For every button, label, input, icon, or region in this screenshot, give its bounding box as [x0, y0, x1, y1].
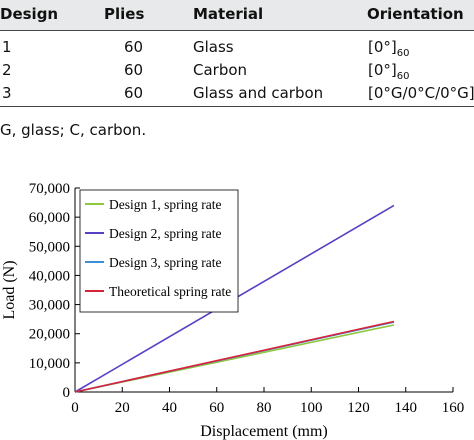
row2-plies: 60 — [124, 61, 144, 79]
y-tick-label: 70,000 — [29, 181, 70, 197]
x-tick-label: 60 — [209, 400, 224, 416]
x-tick-label: 100 — [300, 400, 323, 416]
legend-label-3: Design 3, spring rate — [109, 255, 221, 270]
series-line-4 — [74, 320, 395, 393]
y-tick-label: 0 — [63, 385, 71, 401]
row3-design: 3 — [2, 84, 12, 102]
row1-design: 1 — [2, 38, 12, 56]
legend-box — [79, 189, 239, 313]
x-tick-label: 120 — [347, 400, 370, 416]
row2-orientation-sub: 60 — [396, 71, 410, 82]
table-header-band — [0, 0, 474, 30]
header-orientation: Orientation — [367, 5, 464, 23]
y-tick-label: 10,000 — [29, 356, 70, 372]
row2-design: 2 — [2, 61, 12, 79]
y-tick-label: 30,000 — [29, 298, 70, 314]
x-tick-label: 40 — [162, 400, 177, 416]
legend-label-2: Design 2, spring rate — [109, 226, 221, 241]
row1-plies: 60 — [124, 38, 144, 56]
x-axis-label: Displacement (mm) — [200, 423, 328, 440]
y-axis-label: Load (N) — [1, 260, 18, 319]
x-tick-label: 0 — [71, 400, 79, 416]
row1-orientation: [0°]60 — [368, 38, 409, 59]
row2-orientation: [0°]60 — [368, 61, 409, 82]
row1-orientation-sub: 60 — [396, 48, 410, 59]
row3-orientation-main: [0°G/0°C/0°G] — [368, 84, 474, 102]
row3-plies: 60 — [124, 84, 144, 102]
row2-material: Carbon — [193, 61, 248, 79]
x-tick-label: 20 — [115, 400, 130, 416]
legend-label-4: Theoretical spring rate — [109, 284, 231, 299]
header-material: Material — [193, 5, 264, 23]
y-tick-label: 60,000 — [29, 210, 70, 226]
legend-label-1: Design 1, spring rate — [109, 197, 221, 212]
load-displacement-chart: 0 20 40 60 80 100 120 140 160 0 10,000 20,000 30,000… — [1, 181, 465, 440]
x-tick-label: 140 — [395, 400, 418, 416]
header-rule — [0, 30, 474, 31]
row2-orientation-main: [0°] — [368, 61, 397, 79]
x-tick-label: 160 — [442, 400, 465, 416]
y-tick-label: 50,000 — [29, 239, 70, 255]
x-tick-label: 80 — [257, 400, 272, 416]
row1-orientation-main: [0°] — [368, 38, 397, 56]
table-bottom-rule — [0, 106, 474, 107]
header-design: Design — [0, 5, 59, 23]
table-footnote: G, glass; C, carbon. — [0, 121, 147, 139]
header-plies: Plies — [104, 5, 145, 23]
y-tick-label: 20,000 — [29, 327, 70, 343]
row1-material: Glass — [193, 38, 234, 56]
y-tick-label: 40,000 — [29, 268, 70, 284]
row3-material: Glass and carbon — [193, 84, 324, 102]
row3-orientation: [0°G/0°C/0°G]S — [368, 84, 474, 105]
